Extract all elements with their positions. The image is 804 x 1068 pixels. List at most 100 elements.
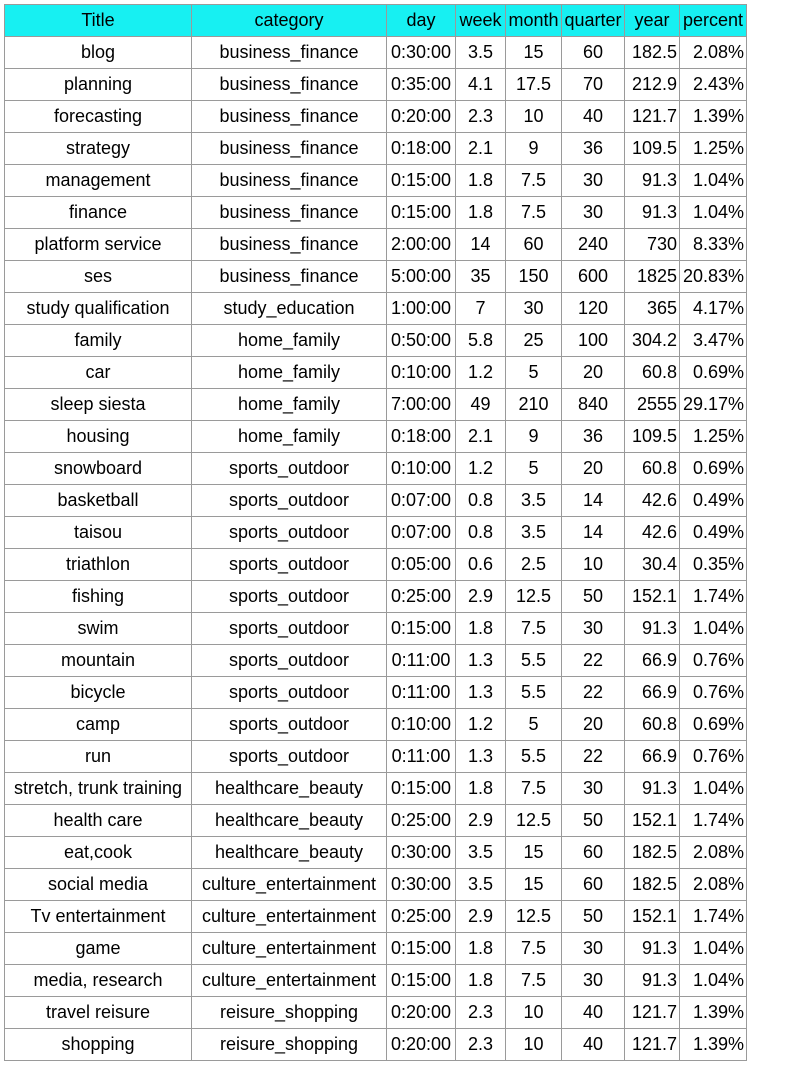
cell-day: 0:20:00 [386,996,456,1029]
cell-quarter: 20 [561,356,625,389]
cell-percent: 1.74% [679,900,747,933]
cell-category: home_family [191,356,387,389]
cell-percent: 20.83% [679,260,747,293]
cell-month: 5 [505,708,562,741]
cell-quarter: 30 [561,964,625,997]
table-row: platform service business_finance 2:00:00 1… [4,228,747,261]
cell-year: 365 [624,292,680,325]
cell-category: sports_outdoor [191,548,387,581]
cell-day: 0:50:00 [386,324,456,357]
cell-category: study_education [191,292,387,325]
cell-year: 121.7 [624,996,680,1029]
cell-week: 1.3 [455,676,506,709]
cell-day: 0:11:00 [386,740,456,773]
cell-month: 10 [505,1028,562,1061]
cell-day: 0:15:00 [386,932,456,965]
cell-quarter: 40 [561,996,625,1029]
cell-quarter: 120 [561,292,625,325]
cell-week: 1.8 [455,964,506,997]
cell-title: platform service [4,228,192,261]
cell-month: 2.5 [505,548,562,581]
cell-month: 10 [505,100,562,133]
cell-title: forecasting [4,100,192,133]
cell-year: 2555 [624,388,680,421]
cell-quarter: 14 [561,484,625,517]
cell-day: 0:30:00 [386,36,456,69]
cell-day: 5:00:00 [386,260,456,293]
cell-title: sleep siesta [4,388,192,421]
cell-category: business_finance [191,100,387,133]
cell-week: 0.8 [455,516,506,549]
cell-quarter: 60 [561,36,625,69]
cell-quarter: 20 [561,452,625,485]
cell-day: 0:07:00 [386,516,456,549]
table-row: travel reisure reisure_shopping 0:20:00 2.3… [4,996,747,1029]
time-allocation-table: Title category day week month quarter ye… [4,4,747,1061]
header-quarter: quarter [561,4,625,37]
cell-year: 30.4 [624,548,680,581]
cell-week: 1.8 [455,932,506,965]
cell-category: sports_outdoor [191,452,387,485]
cell-week: 7 [455,292,506,325]
cell-week: 2.9 [455,580,506,613]
cell-category: business_finance [191,164,387,197]
cell-percent: 3.47% [679,324,747,357]
cell-month: 7.5 [505,932,562,965]
table-row: finance business_finance 0:15:00 1.8 7.5 30 91… [4,196,747,229]
header-week: week [455,4,506,37]
table-row: family home_family 0:50:00 5.8 25 100 304.2 3.4… [4,324,747,357]
cell-month: 7.5 [505,164,562,197]
header-day: day [386,4,456,37]
cell-month: 3.5 [505,484,562,517]
cell-month: 7.5 [505,612,562,645]
cell-category: sports_outdoor [191,484,387,517]
table-row: shopping reisure_shopping 0:20:00 2.3 10 40 12… [4,1028,747,1061]
cell-year: 91.3 [624,164,680,197]
table-row: run sports_outdoor 0:11:00 1.3 5.5 22 66.9 0.76… [4,740,747,773]
cell-day: 0:15:00 [386,772,456,805]
cell-title: strategy [4,132,192,165]
cell-title: taisou [4,516,192,549]
cell-title: family [4,324,192,357]
cell-year: 60.8 [624,356,680,389]
cell-category: home_family [191,420,387,453]
cell-quarter: 40 [561,100,625,133]
cell-category: business_finance [191,36,387,69]
cell-category: culture_entertainment [191,964,387,997]
cell-week: 1.3 [455,644,506,677]
cell-title: bicycle [4,676,192,709]
cell-quarter: 14 [561,516,625,549]
cell-quarter: 30 [561,932,625,965]
cell-title: car [4,356,192,389]
cell-category: reisure_shopping [191,1028,387,1061]
cell-quarter: 60 [561,868,625,901]
cell-title: housing [4,420,192,453]
cell-percent: 1.25% [679,420,747,453]
cell-quarter: 100 [561,324,625,357]
cell-year: 91.3 [624,196,680,229]
cell-year: 66.9 [624,644,680,677]
cell-category: healthcare_beauty [191,804,387,837]
cell-day: 0:30:00 [386,836,456,869]
cell-category: healthcare_beauty [191,836,387,869]
table-row: management business_finance 0:15:00 1.8 7.5 3… [4,164,747,197]
table-row: camp sports_outdoor 0:10:00 1.2 5 20 60.8 0.69% [4,708,747,741]
header-title: Title [4,4,192,37]
cell-title: stretch, trunk training [4,772,192,805]
table-row: fishing sports_outdoor 0:25:00 2.9 12.5 50 152… [4,580,747,613]
cell-month: 12.5 [505,900,562,933]
cell-year: 1825 [624,260,680,293]
header-row: Title category day week month quarter ye… [4,4,747,37]
cell-day: 2:00:00 [386,228,456,261]
cell-category: culture_entertainment [191,900,387,933]
cell-percent: 0.76% [679,676,747,709]
cell-quarter: 22 [561,644,625,677]
cell-year: 152.1 [624,804,680,837]
cell-week: 2.1 [455,132,506,165]
cell-category: business_finance [191,260,387,293]
cell-percent: 1.04% [679,164,747,197]
table-row: triathlon sports_outdoor 0:05:00 0.6 2.5 10 30… [4,548,747,581]
cell-quarter: 50 [561,804,625,837]
cell-year: 66.9 [624,676,680,709]
header-percent: percent [679,4,747,37]
